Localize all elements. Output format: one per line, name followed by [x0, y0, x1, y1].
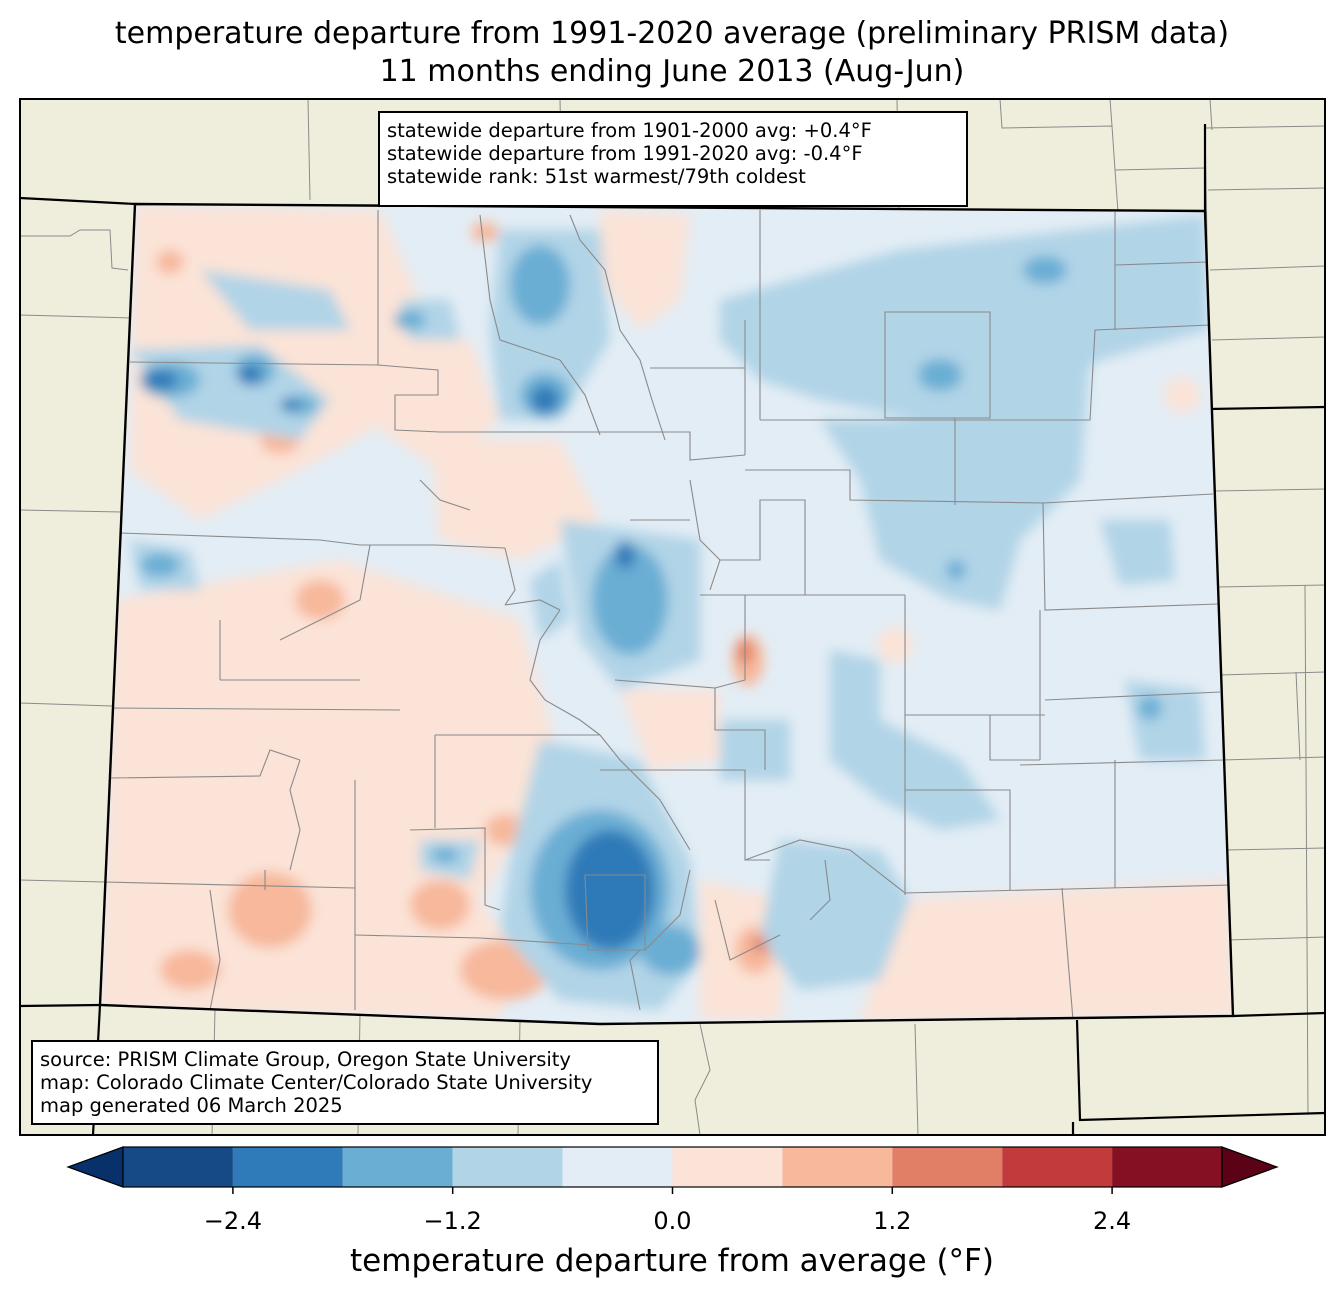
colorbar-tick-label: 0.0 [653, 1207, 692, 1235]
map-title-line2: 11 months ending June 2013 (Aug-Jun) [379, 54, 965, 89]
map-title-line1: temperature departure from 1991-2020 ave… [114, 16, 1230, 51]
colorado-departure-field [100, 204, 1233, 1024]
statewide-stats-box: statewide departure from 1901-2000 avg: … [378, 111, 968, 207]
colorbar-label: temperature departure from average (°F) [350, 1243, 994, 1279]
county-lines [104, 210, 1231, 1021]
stats-line-1: statewide departure from 1901-2000 avg: … [387, 119, 872, 142]
map-frame [19, 98, 1326, 1136]
source-box: source: PRISM Climate Group, Oregon Stat… [31, 1040, 659, 1125]
stats-line-3: statewide rank: 51st warmest/79th coldes… [387, 165, 806, 188]
source-line-3: map generated 06 March 2025 [40, 1094, 343, 1117]
colorbar-tick-label: −2.4 [203, 1207, 263, 1235]
colorbar-tick-label: 2.4 [1093, 1207, 1132, 1235]
stats-line-2: statewide departure from 1991-2020 avg: … [387, 142, 863, 165]
source-line-2: map: Colorado Climate Center/Colorado St… [40, 1071, 593, 1094]
colorado-border [98, 202, 1235, 1026]
colorbar-tick-label: −1.2 [423, 1207, 482, 1235]
source-line-1: source: PRISM Climate Group, Oregon Stat… [40, 1048, 571, 1071]
colorbar-tick-label: 1.2 [873, 1207, 912, 1235]
